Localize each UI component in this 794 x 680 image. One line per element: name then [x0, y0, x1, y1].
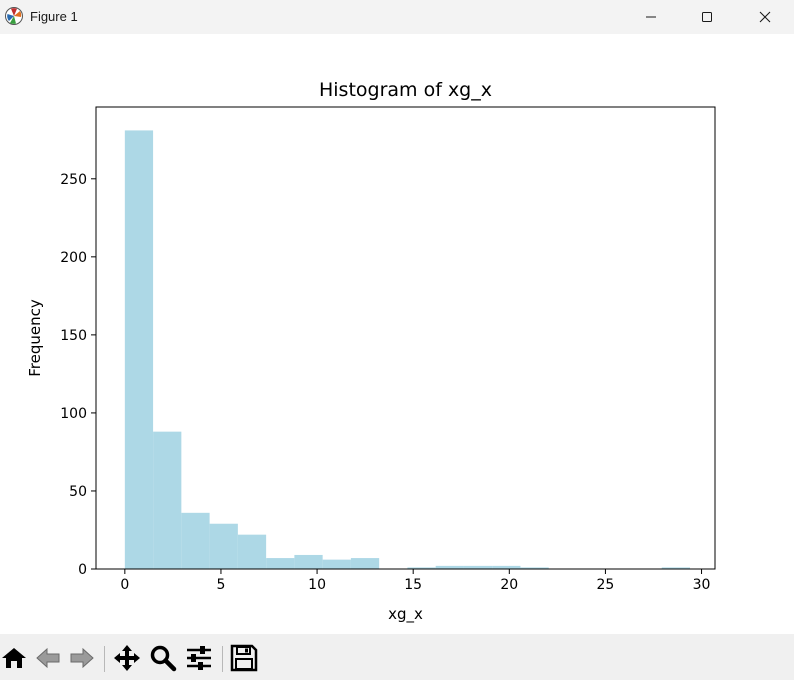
forward-arrow-icon: [70, 647, 94, 669]
figure-canvas[interactable]: 0 5 10 15 20 25 30 0 50 100 150 200 250 Histogram o…: [0, 34, 794, 634]
chart-title: Histogram of xg_x: [319, 79, 492, 101]
histogram-bar: [153, 431, 182, 569]
navigation-toolbar: [0, 634, 794, 680]
minimize-button[interactable]: [628, 0, 674, 34]
y-axis-ticks: 0 50 100 150 200 250: [60, 172, 96, 578]
y-tick-label: 150: [60, 328, 87, 344]
pan-icon: [114, 645, 140, 671]
x-tick-label: 0: [120, 577, 129, 593]
histogram-bar: [520, 567, 549, 569]
back-arrow-icon: [36, 647, 60, 669]
x-tick-label: 15: [404, 577, 422, 593]
toolbar-separator: [222, 646, 223, 672]
histogram-bars: [124, 130, 691, 569]
x-tick-label: 10: [308, 577, 326, 593]
window-titlebar: Figure 1: [0, 0, 794, 34]
histogram-bar: [266, 558, 295, 569]
maximize-button[interactable]: [684, 0, 730, 34]
configure-subplots-button[interactable]: [185, 644, 213, 672]
histogram-bar: [294, 554, 323, 569]
histogram-bar: [209, 523, 238, 569]
save-button[interactable]: [230, 644, 258, 672]
matplotlib-logo-icon: [5, 7, 23, 25]
configure-subplots-icon: [187, 646, 211, 670]
y-tick-label: 50: [69, 484, 87, 500]
home-button[interactable]: [0, 644, 28, 672]
histogram-bar: [492, 565, 521, 569]
close-button[interactable]: [742, 0, 788, 34]
x-tick-label: 30: [693, 577, 711, 593]
close-icon: [759, 11, 771, 23]
x-tick-label: 25: [597, 577, 615, 593]
histogram-bar: [407, 567, 436, 569]
histogram-bar: [463, 565, 493, 569]
y-tick-label: 200: [60, 250, 87, 266]
zoom-button[interactable]: [149, 644, 177, 672]
toolbar-separator: [104, 646, 105, 672]
histogram-bar: [181, 512, 210, 569]
histogram-bar: [322, 559, 351, 569]
x-axis-ticks: 0 5 10 15 20 25 30: [120, 569, 710, 593]
pan-button[interactable]: [113, 644, 141, 672]
histogram-bar: [350, 558, 380, 569]
window-title: Figure 1: [30, 9, 78, 24]
y-tick-label: 0: [78, 562, 87, 578]
x-axis-label: xg_x: [388, 605, 423, 624]
axes-frame: [95, 106, 716, 570]
histogram-bar: [237, 534, 267, 569]
maximize-icon: [702, 12, 712, 22]
histogram-bar: [435, 565, 464, 569]
y-tick-label: 100: [60, 406, 87, 422]
y-axis-label: Frequency: [26, 299, 44, 377]
home-icon: [2, 648, 26, 668]
y-tick-label: 250: [60, 172, 87, 188]
x-tick-label: 5: [216, 577, 225, 593]
histogram-bar: [661, 567, 691, 569]
save-icon: [230, 644, 258, 672]
zoom-icon: [150, 645, 177, 672]
histogram-bar: [124, 130, 154, 569]
forward-button[interactable]: [68, 644, 96, 672]
minimize-icon: [646, 16, 656, 18]
histogram-chart: 0 5 10 15 20 25 30 0 50 100 150 200 250 Histogram o…: [26, 79, 716, 624]
x-tick-label: 20: [500, 577, 518, 593]
back-button[interactable]: [34, 644, 62, 672]
